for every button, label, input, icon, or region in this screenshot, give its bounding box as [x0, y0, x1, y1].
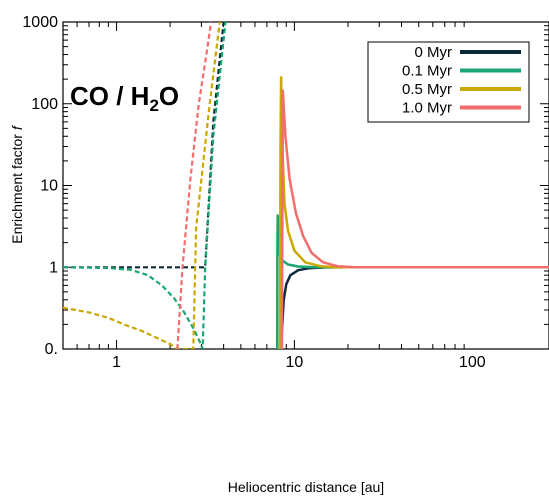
y-tick-label: 100 — [31, 96, 58, 113]
y-tick-label: 0. — [45, 341, 58, 358]
series-dashed-1-0-myr — [176, 22, 213, 349]
y-axis-title: Enrichment factor f — [9, 124, 25, 244]
legend-box — [367, 41, 530, 123]
annotation-co-h2o: CO / H2O — [70, 81, 179, 115]
legend-label-0-1-myr: 0.1 Myr — [402, 63, 452, 80]
legend-label-0-5-myr: 0.5 Myr — [402, 81, 452, 98]
annotation-tail: O — [159, 81, 179, 111]
x-tick-label: 100 — [459, 354, 486, 371]
annotation-subscript: 2 — [149, 96, 158, 115]
y-tick-label: 1 — [49, 259, 58, 276]
data-series — [63, 22, 549, 349]
y-tick-label: 10 — [40, 178, 58, 195]
legend-label-0-myr: 0 Myr — [415, 44, 453, 61]
x-tick-label: 10 — [286, 354, 304, 371]
series-solid-1-0-myr — [280, 89, 549, 349]
x-axis-title: Heliocentric distance [au] — [228, 479, 384, 495]
legend-label-1-0-myr: 1.0 Myr — [402, 100, 452, 117]
axis-ticks: 1 10 100 0. 1 10 100 1000 — [22, 14, 549, 371]
y-axis-title-var: f — [9, 124, 25, 130]
y-axis-title-main: Enrichment factor — [9, 130, 25, 244]
series-dashed-0-myr — [63, 22, 225, 269]
series-solid-0-5-myr — [278, 76, 549, 349]
series-dashed-0-5-myr — [63, 22, 221, 349]
y-tick-label: 1000 — [22, 14, 58, 31]
annotation-main: CO / H — [70, 81, 149, 111]
series-dashed-0-1-myr — [63, 22, 227, 349]
x-tick-label: 1 — [112, 354, 121, 371]
